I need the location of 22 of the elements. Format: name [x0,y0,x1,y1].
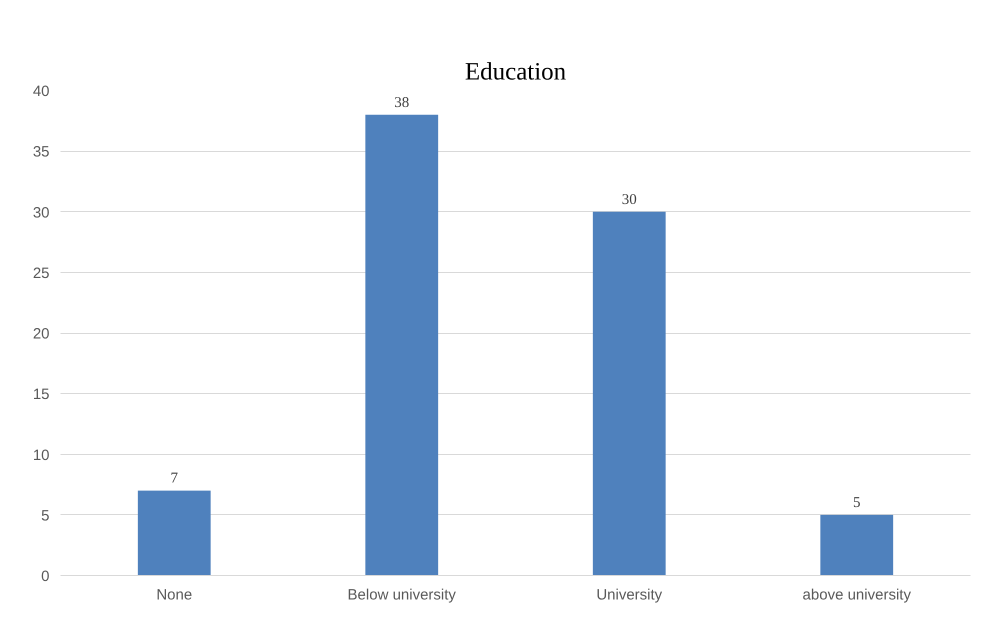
bar [365,114,438,576]
y-tick-label: 15 [32,386,50,404]
y-tick-label: 0 [41,568,50,585]
y-tick-label: 25 [32,264,50,282]
data-label: 38 [394,94,410,111]
y-tick-label: 40 [32,83,50,100]
bar [820,514,894,576]
x-tick-label: Below university [348,586,456,604]
x-tick-label: University [596,586,663,604]
y-tick-label: 10 [32,446,50,464]
data-label: 30 [622,192,637,208]
y-tick-label: 30 [32,204,50,222]
bar [592,212,666,576]
y-tick-label: 5 [41,507,50,524]
bar [138,490,211,576]
data-label: 7 [170,470,178,487]
y-tick-label: 35 [32,144,50,161]
data-label: 5 [853,494,860,511]
x-tick-label: above university [802,586,912,604]
y-tick-label: 20 [32,326,50,342]
x-tick-label: None [156,586,192,604]
chart-title: Education [464,58,567,86]
